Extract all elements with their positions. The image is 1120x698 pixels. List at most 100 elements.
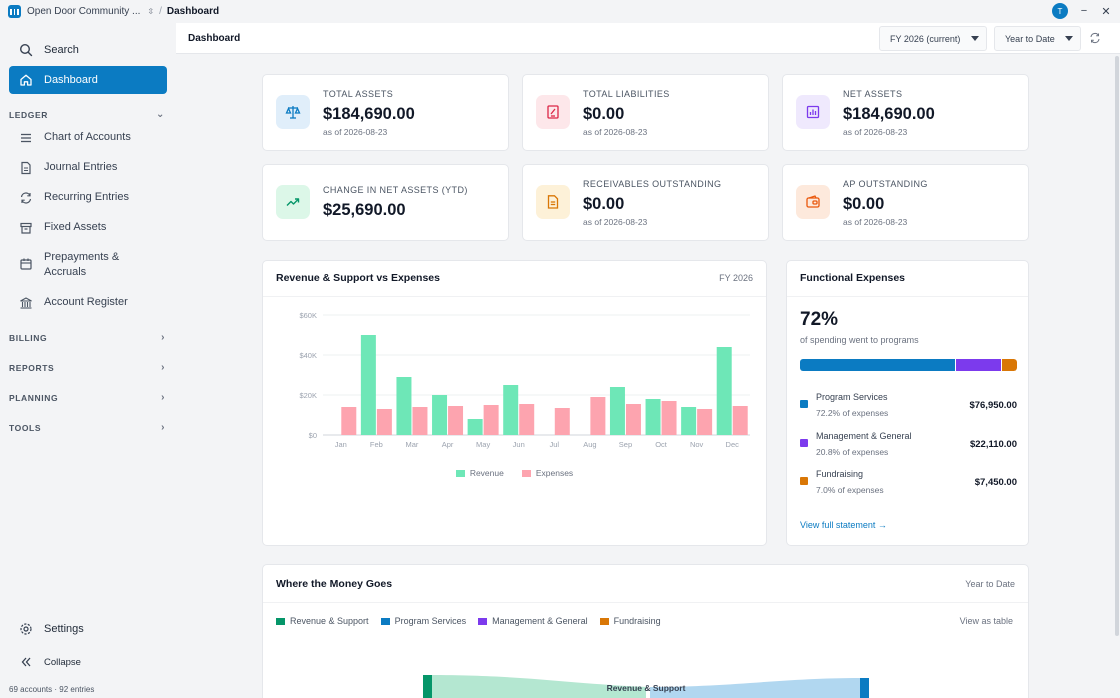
sidebar-item-label: Journal Entries xyxy=(44,161,118,173)
breadcrumb-page: Dashboard xyxy=(166,6,220,17)
sidebar-item-prepayments-accruals[interactable]: Prepayments & Accruals xyxy=(9,250,167,280)
functional-title: Functional Expenses xyxy=(800,272,906,284)
kpi-value: $184,690.00 xyxy=(323,105,415,123)
sidebar-item-account-register[interactable]: Account Register xyxy=(9,295,167,310)
refresh-icon[interactable] xyxy=(1089,32,1101,44)
sidebar-item-label: Chart of Accounts xyxy=(44,131,131,143)
dashboard-nav-item[interactable]: Dashboard xyxy=(9,66,167,94)
close-button[interactable]: ✕ xyxy=(1101,5,1111,18)
view-as-table-link[interactable]: View as table xyxy=(959,616,1013,626)
settings-nav-item[interactable]: Settings xyxy=(9,615,167,643)
gear-icon xyxy=(19,622,33,636)
view-full-statement-link[interactable]: View full statement → xyxy=(800,520,887,530)
search-nav-item[interactable]: Search xyxy=(9,36,167,64)
bar-expenses-aug[interactable] xyxy=(590,397,606,435)
sidebar-item-label: Prepayments & xyxy=(44,251,120,263)
bar-revenue-may[interactable] xyxy=(467,419,483,435)
tools-section-header[interactable]: TOOLS › xyxy=(9,422,167,433)
bar-expenses-jul[interactable] xyxy=(554,408,570,435)
legend-expenses[interactable]: Expenses xyxy=(521,468,574,478)
x-tick-label: Feb xyxy=(370,440,383,449)
sankey-node-revenue xyxy=(423,675,432,698)
reports-section-header[interactable]: REPORTS › xyxy=(9,362,167,373)
legend-label: Program Services xyxy=(394,616,467,626)
x-tick-label: Jun xyxy=(513,440,525,449)
y-tick-label: $0 xyxy=(309,431,317,440)
sidebar-item-chart-of-accounts[interactable]: Chart of Accounts xyxy=(9,130,167,145)
bar-expenses-jun[interactable] xyxy=(519,404,535,435)
money-flow-card: Where the Money Goes Year to Date Revenu… xyxy=(262,564,1029,698)
bar-revenue-jun[interactable] xyxy=(503,385,519,435)
bar-revenue-oct[interactable] xyxy=(645,399,661,435)
org-switch-icon[interactable]: ⇳ xyxy=(147,7,155,16)
legend-revenue[interactable]: Revenue xyxy=(455,468,504,478)
main-content: Dashboard FY 2026 (current) Year to Date… xyxy=(176,23,1120,698)
planning-section-header[interactable]: PLANNING › xyxy=(9,392,167,403)
bar-expenses-jan[interactable] xyxy=(341,407,357,435)
kpi-value: $25,690.00 xyxy=(323,201,406,219)
stacked-bar-segment[interactable] xyxy=(956,359,1001,371)
minimize-button[interactable]: − xyxy=(1080,5,1088,17)
stacked-bar-segment[interactable] xyxy=(800,359,955,371)
period-select[interactable]: Year to Date xyxy=(994,26,1081,51)
bar-expenses-oct[interactable] xyxy=(661,401,677,435)
tools-heading: TOOLS xyxy=(9,422,42,433)
sidebar-item-fixed-assets[interactable]: Fixed Assets xyxy=(9,220,167,235)
kpi-net-assets: NET ASSETS $184,690.00 as of 2026-08-23 xyxy=(782,74,1029,151)
chevron-down-icon: ⌄ xyxy=(156,109,165,120)
legend-swatch xyxy=(800,439,808,447)
bar-revenue-feb[interactable] xyxy=(360,335,376,435)
planning-heading: PLANNING xyxy=(9,392,59,403)
kpi-label: RECEIVABLES OUTSTANDING xyxy=(583,179,722,189)
kpi-value: $0.00 xyxy=(583,105,625,123)
bar-expenses-mar[interactable] xyxy=(412,407,428,435)
x-tick-label: Jan xyxy=(335,440,347,449)
x-tick-label: Aug xyxy=(583,440,596,449)
sidebar: Search Dashboard LEDGER ⌄ Chart of Accou… xyxy=(0,23,176,698)
x-tick-label: Dec xyxy=(726,440,740,449)
org-name[interactable]: Open Door Community ... xyxy=(27,6,141,17)
functional-stacked-bar xyxy=(800,359,1017,371)
bar-revenue-dec[interactable] xyxy=(716,347,732,435)
bar-expenses-dec[interactable] xyxy=(732,406,748,435)
functional-row-name: Management & General xyxy=(816,431,912,441)
sidebar-item-recurring-entries[interactable]: Recurring Entries xyxy=(9,190,167,205)
user-avatar[interactable]: T xyxy=(1052,3,1068,19)
collapse-label: Collapse xyxy=(44,656,81,668)
kpi-icon-box xyxy=(536,185,570,219)
bar-revenue-sep[interactable] xyxy=(609,387,625,435)
billing-heading: BILLING xyxy=(9,332,48,343)
chevron-right-icon: › xyxy=(161,362,165,373)
chevrons-left-icon xyxy=(19,655,33,669)
sankey-node-label: Revenue & Support xyxy=(607,683,686,693)
kpi-icon-box xyxy=(796,95,830,129)
bar-expenses-apr[interactable] xyxy=(448,406,464,435)
kpi-value: $0.00 xyxy=(583,195,625,213)
functional-row-program: Program Services 72.2% of expenses $76,9… xyxy=(800,392,1017,424)
bar-expenses-may[interactable] xyxy=(483,405,499,435)
recurring-icon xyxy=(20,192,32,204)
bar-expenses-nov[interactable] xyxy=(697,409,713,435)
bar-expenses-feb[interactable] xyxy=(376,409,392,435)
billing-section-header[interactable]: BILLING › xyxy=(9,332,167,343)
x-tick-label: Mar xyxy=(405,440,418,449)
revenue-expenses-card: Revenue & Support vs Expenses FY 2026 $0… xyxy=(262,260,767,546)
bar-revenue-apr[interactable] xyxy=(432,395,448,435)
fiscal-year-select[interactable]: FY 2026 (current) xyxy=(879,26,987,51)
bar-revenue-mar[interactable] xyxy=(396,377,412,435)
bar-expenses-sep[interactable] xyxy=(625,404,641,435)
card-divider xyxy=(263,296,766,297)
legend-label: Expenses xyxy=(535,468,574,478)
invoice-icon xyxy=(547,195,559,209)
scrollbar-thumb[interactable] xyxy=(1115,56,1119,636)
bank-icon xyxy=(20,297,32,309)
home-icon xyxy=(19,73,33,87)
collapse-button[interactable]: Collapse xyxy=(9,648,167,676)
stacked-bar-segment[interactable] xyxy=(1002,359,1017,371)
sidebar-item-journal-entries[interactable]: Journal Entries xyxy=(9,160,167,175)
bar-revenue-nov[interactable] xyxy=(681,407,697,435)
trend-up-icon xyxy=(286,198,300,206)
chevron-right-icon: › xyxy=(161,392,165,403)
functional-row-amount: $76,950.00 xyxy=(969,400,1017,411)
ledger-section-header[interactable]: LEDGER ⌄ xyxy=(9,109,167,120)
